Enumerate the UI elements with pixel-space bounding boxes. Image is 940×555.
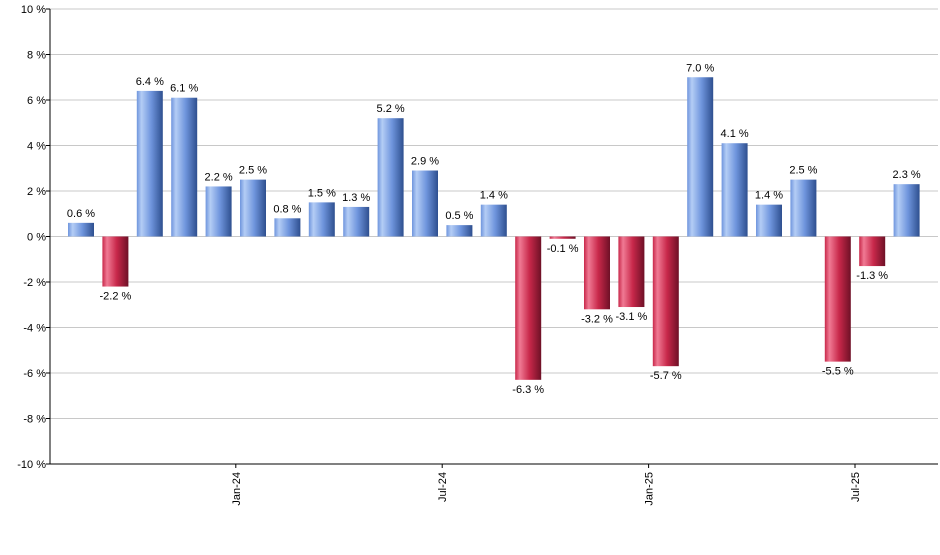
bar-value-label: 1.5 % bbox=[308, 187, 336, 199]
bar-value-label: 1.4 % bbox=[755, 190, 783, 202]
bar-value-label: 2.3 % bbox=[893, 169, 921, 181]
bar bbox=[756, 204, 782, 237]
bar-value-label: 7.0 % bbox=[686, 62, 714, 74]
bar-value-label: 5.2 % bbox=[377, 103, 405, 115]
bar bbox=[584, 236, 610, 310]
bar-value-label: 0.6 % bbox=[67, 208, 95, 220]
y-tick-label: -4 % bbox=[23, 323, 46, 335]
bar-value-label: -2.2 % bbox=[100, 291, 132, 303]
bar bbox=[446, 225, 473, 237]
bar bbox=[480, 204, 507, 237]
bar-value-label: -3.1 % bbox=[616, 311, 648, 323]
bar-value-label: -3.2 % bbox=[581, 313, 613, 325]
bar bbox=[205, 186, 232, 237]
bar-value-label: 0.5 % bbox=[445, 210, 473, 222]
y-tick-label: 8 % bbox=[27, 50, 46, 62]
bar-value-label: 4.1 % bbox=[721, 128, 749, 140]
x-tick-label: Jul-25 bbox=[850, 472, 862, 502]
y-tick-label: 0 % bbox=[27, 232, 46, 244]
bar bbox=[308, 202, 335, 237]
bar-value-label: -5.5 % bbox=[822, 366, 854, 378]
y-tick-label: 4 % bbox=[27, 141, 46, 153]
bar bbox=[377, 118, 404, 237]
bar bbox=[102, 236, 129, 287]
y-tick-label: 6 % bbox=[27, 95, 46, 107]
bar bbox=[824, 236, 851, 362]
x-tick-label: Jan-25 bbox=[644, 472, 656, 506]
bar bbox=[549, 236, 576, 239]
bar-value-label: 2.2 % bbox=[205, 171, 233, 183]
bar-value-label: -0.1 % bbox=[547, 243, 579, 255]
bar-value-label: 6.1 % bbox=[170, 83, 198, 95]
axes bbox=[49, 9, 938, 468]
bar-value-label: 2.5 % bbox=[789, 165, 817, 177]
bar bbox=[343, 206, 370, 237]
bar bbox=[721, 143, 748, 237]
y-tick-label: -6 % bbox=[23, 368, 46, 380]
bar-value-labels: 0.6 % -2.2 % 6.4 % 6.1 % 2.2 % 2.5 % 0.8 % 1.5 … bbox=[67, 62, 921, 396]
bar bbox=[515, 236, 542, 380]
bar-value-label: -6.3 % bbox=[512, 384, 544, 396]
bar bbox=[618, 236, 645, 308]
bar bbox=[274, 218, 301, 237]
bars bbox=[68, 77, 920, 380]
bar bbox=[68, 222, 94, 237]
bar-value-label: 2.9 % bbox=[411, 156, 439, 168]
y-tick-label: 2 % bbox=[27, 186, 46, 198]
bar bbox=[652, 236, 679, 367]
bar-value-label: 1.4 % bbox=[480, 190, 508, 202]
bar bbox=[136, 90, 163, 237]
y-tick-label: -2 % bbox=[23, 277, 46, 289]
bar bbox=[412, 170, 438, 237]
bar bbox=[790, 179, 817, 237]
grid-lines bbox=[46, 8, 938, 465]
bar bbox=[687, 77, 714, 237]
bar bbox=[171, 97, 198, 237]
bar bbox=[893, 184, 920, 237]
bar-value-label: 0.8 % bbox=[273, 203, 301, 215]
bar-value-label: 2.5 % bbox=[239, 165, 267, 177]
bar bbox=[240, 179, 266, 237]
y-tick-label: 10 % bbox=[21, 4, 46, 16]
y-tick-label: -8 % bbox=[23, 414, 46, 426]
y-tick-label: -10 % bbox=[17, 459, 46, 471]
bar-value-label: 6.4 % bbox=[136, 76, 164, 88]
x-axis-tick-labels: Jan-24 Jul-24 Jan-25 Jul-25 bbox=[231, 472, 862, 506]
bar-value-label: 1.3 % bbox=[342, 192, 370, 204]
bar bbox=[859, 236, 886, 267]
bar-value-label: -5.7 % bbox=[650, 370, 682, 382]
y-axis-tick-labels: -10 % -8 % -6 % -4 % -2 % 0 % 2 % 4 % 6 % 8 % 10 % bbox=[17, 4, 46, 471]
x-tick-label: Jul-24 bbox=[437, 472, 449, 502]
bar-value-label: -1.3 % bbox=[856, 270, 888, 282]
x-tick-label: Jan-24 bbox=[231, 472, 243, 506]
